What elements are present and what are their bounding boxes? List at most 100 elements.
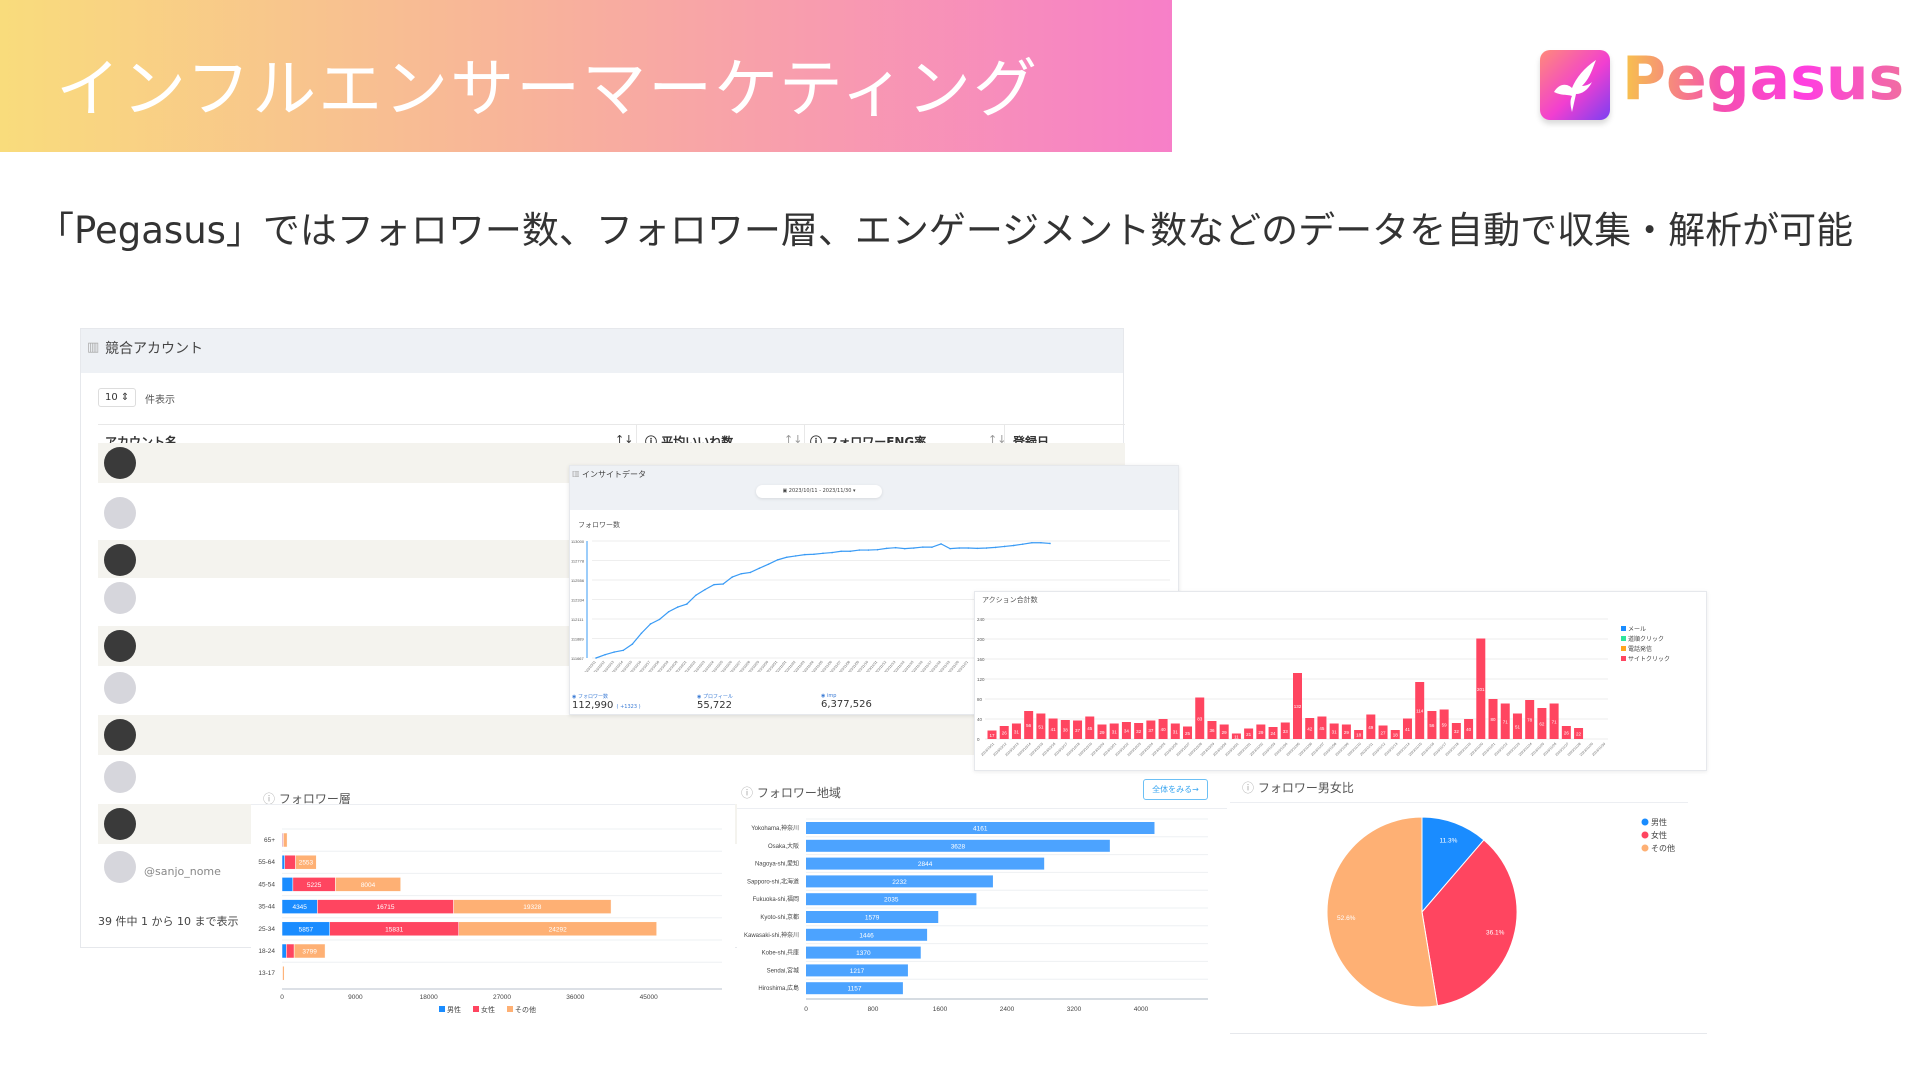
bar	[1427, 711, 1437, 739]
account-handle[interactable]: @sanjo_nome	[144, 865, 221, 878]
bar	[1097, 724, 1107, 739]
pie-slice	[1421, 816, 1485, 914]
chart-title: ⓘ フォロワー地域	[741, 784, 841, 801]
data-point	[776, 559, 779, 561]
sort-icon[interactable]: ↑↓	[784, 433, 803, 446]
bar-label: 1157	[847, 986, 861, 993]
x-tick-label: 36000	[566, 994, 584, 1001]
table-info: 39 件中 1 から 10 まで表示	[98, 915, 239, 928]
bar-label: 32	[1454, 729, 1460, 734]
bar	[1549, 703, 1559, 739]
bar	[1280, 722, 1290, 739]
data-point	[876, 548, 879, 551]
bar-label: 36	[1209, 728, 1215, 733]
bar	[806, 911, 939, 923]
bar	[999, 726, 1009, 739]
data-point	[622, 649, 625, 652]
x-tick-label: 2023/10/17	[637, 660, 651, 672]
stat-value: 6,377,526	[821, 699, 872, 710]
chart-title-text: フォロワー男女比	[1257, 781, 1354, 795]
bar-label: 11	[1234, 734, 1239, 739]
data-point	[640, 632, 643, 635]
building-icon: ▥	[87, 340, 100, 355]
bar	[1561, 726, 1571, 739]
bar-label: 45	[1319, 726, 1325, 731]
x-tick-label: 2023/11/09	[846, 660, 860, 672]
bar-label: 25	[1185, 731, 1191, 736]
y-tick-label: 112556	[571, 578, 585, 583]
x-tick-label: 2023/10/15	[619, 660, 633, 672]
bar-label: 8004	[361, 882, 376, 889]
table-row[interactable]	[98, 715, 1125, 755]
bar	[1500, 703, 1510, 739]
bar-label: 33	[1283, 729, 1289, 734]
follower-region-chart: Yokohama,神奈川 4161 Osaka,大阪 3628 Nagoya-shi,愛…	[744, 818, 1208, 1013]
bar-label: 15831	[385, 926, 403, 933]
data-point	[749, 571, 752, 574]
bar-label: 31	[1173, 729, 1179, 734]
bar	[1011, 723, 1021, 739]
x-tick-label: 2023/10/13	[601, 660, 615, 672]
legend-label: 男性	[447, 1005, 461, 1014]
bar-label: 38	[1063, 728, 1069, 733]
category-label: 13-17	[258, 970, 275, 977]
legend-swatch	[1621, 636, 1626, 641]
page-size-select[interactable]: 10 ⇕	[98, 388, 137, 407]
x-tick-label: 2023/10/24	[700, 660, 714, 672]
x-tick-label: 2023/11/13	[882, 660, 896, 672]
bar	[806, 875, 993, 888]
bar	[1073, 720, 1083, 739]
legend-dot	[1641, 818, 1649, 826]
data-point	[940, 543, 942, 545]
divider	[737, 808, 1227, 809]
bar-label: 4161	[973, 826, 988, 833]
y-tick-label: 40	[977, 717, 983, 722]
pegasus-logo-text: Pegasus	[1622, 44, 1905, 114]
x-tick-label: 2023/11/04	[801, 660, 815, 672]
legend-label: その他	[1651, 843, 1675, 853]
bar-label: 201	[1477, 687, 1485, 692]
slice-label: 11.3%	[1439, 838, 1457, 845]
y-tick-label: 112111	[571, 617, 584, 622]
bar	[1244, 728, 1254, 739]
bar	[1024, 711, 1034, 739]
stat-label: ◉ プロフィール	[697, 694, 733, 700]
x-tick-label: 2023/10/16	[628, 660, 642, 672]
bar	[1476, 638, 1486, 739]
x-tick-label: 2023/11/20	[946, 660, 960, 672]
category-label: Sendai,宮城	[767, 966, 799, 974]
bar	[1354, 730, 1364, 739]
x-tick-label: 0	[804, 1006, 808, 1013]
x-tick-label: 2023/11/11	[864, 660, 878, 672]
category-label: Kobe-shi,兵庫	[762, 949, 799, 957]
y-tick-label: 160	[977, 657, 985, 662]
bar-label: 78	[1527, 718, 1533, 723]
bar-segment	[286, 943, 295, 959]
view-all-button[interactable]: 全体をみる→	[1143, 779, 1208, 800]
bar	[1195, 697, 1205, 739]
bar	[1036, 713, 1046, 739]
column-divider	[636, 425, 637, 457]
bar-label: 42	[1307, 727, 1313, 732]
bar-label: 26	[1002, 731, 1008, 736]
bar	[1512, 713, 1522, 739]
bar-label: 45	[1087, 726, 1093, 731]
bar	[1451, 723, 1461, 739]
y-tick-label: 111889	[571, 637, 585, 642]
category-label: Hiroshima,広島	[758, 984, 799, 992]
chart-title: ⓘ フォロワー層	[263, 790, 351, 807]
sort-icon[interactable]: ↑↓	[988, 433, 1007, 446]
legend-dot	[1641, 831, 1649, 839]
data-point	[1040, 541, 1042, 544]
date-range-picker[interactable]: ▣ 2023/10/11 - 2023/11/30 ▾	[756, 485, 882, 498]
bar-label: 32	[1136, 729, 1142, 734]
bar-segment	[283, 832, 288, 848]
sort-icon[interactable]: ↑↓	[615, 433, 634, 446]
data-point	[913, 547, 915, 549]
follower-age-panel: ⓘ フォロワー層 65+ 55-64 2553 45-54 5225 8004 35-44 4…	[251, 780, 735, 1044]
bar	[1402, 718, 1412, 739]
bar-label: 83	[1197, 716, 1203, 721]
data-point	[794, 555, 797, 557]
bar-label: 59	[1442, 722, 1448, 727]
legend-label: 男性	[1651, 817, 1667, 827]
